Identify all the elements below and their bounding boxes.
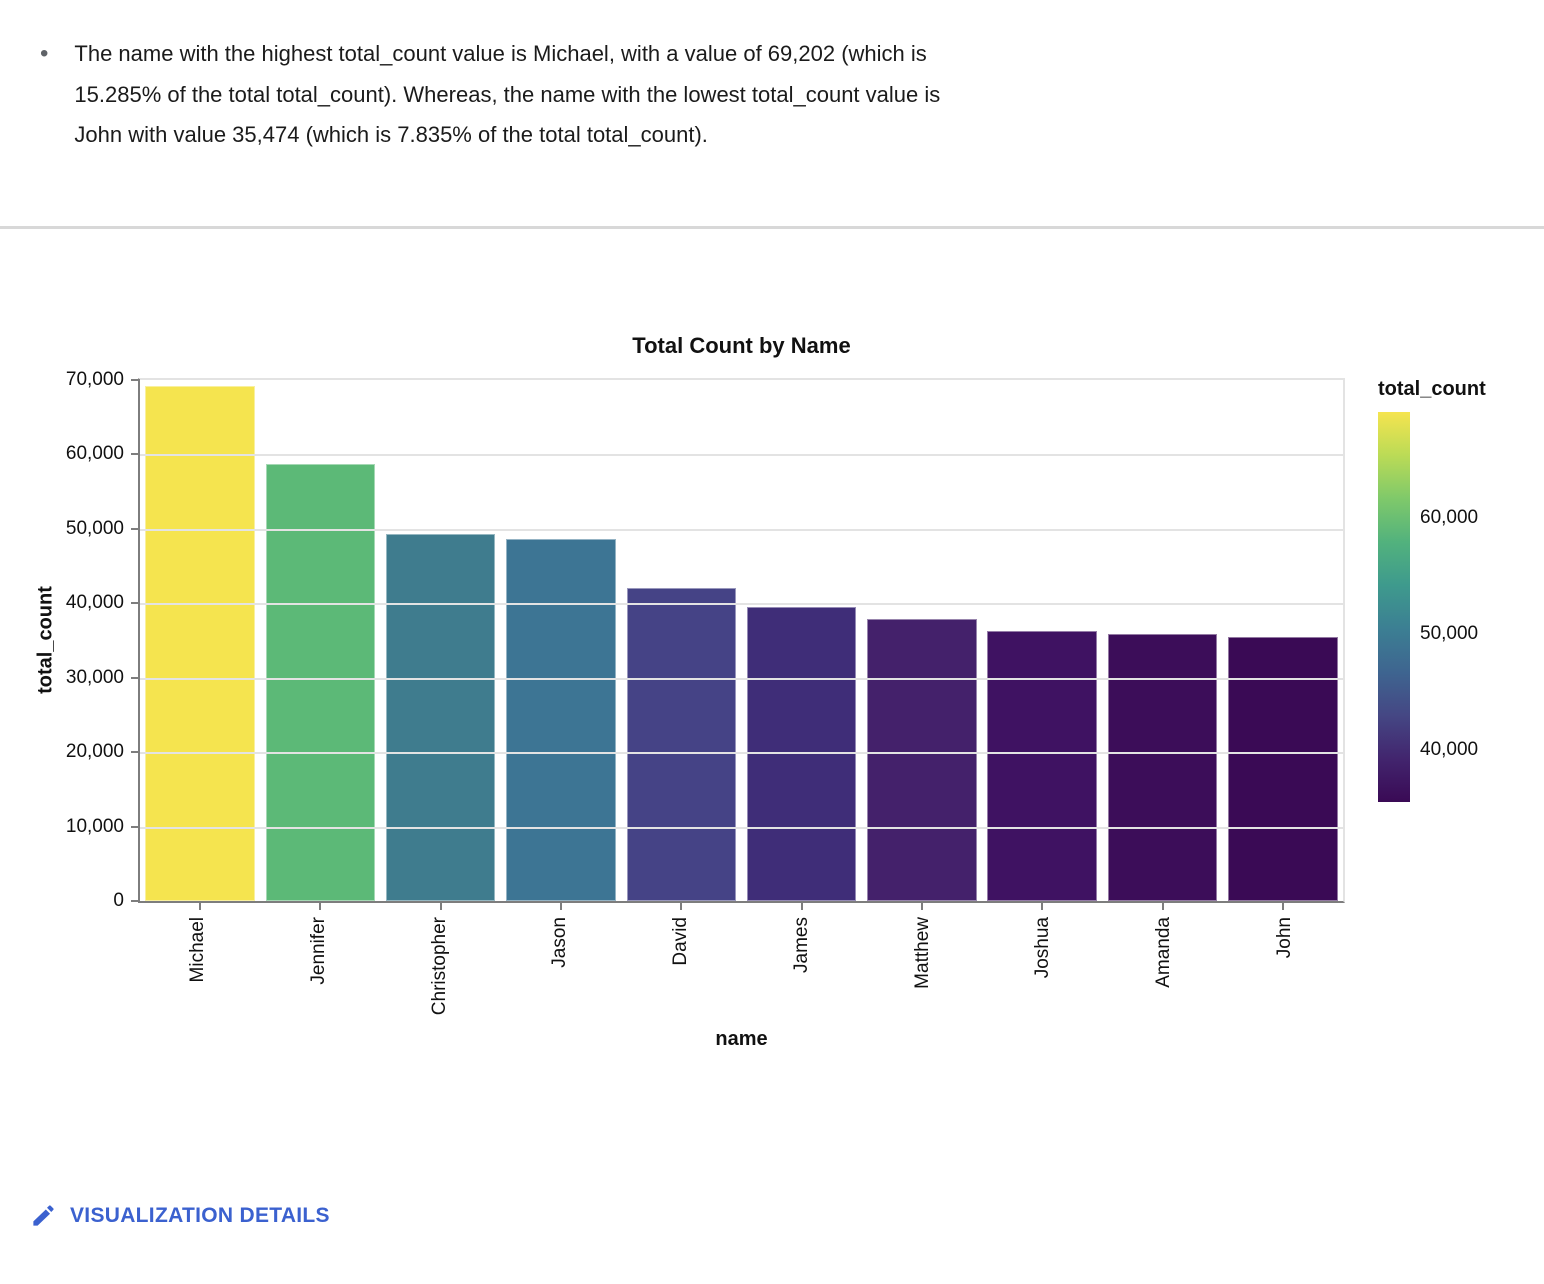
- bar-slot: [862, 380, 982, 901]
- x-tick-mark: [1041, 901, 1044, 910]
- insight-text: The name with the highest total_count va…: [74, 41, 941, 147]
- x-tick-label: Joshua: [1032, 917, 1054, 979]
- gridline: [140, 752, 1343, 755]
- y-tick-mark: [131, 825, 140, 828]
- y-tick-mark: [131, 379, 140, 381]
- y-tick-label: 50,000: [65, 517, 124, 539]
- bar-jason[interactable]: [506, 538, 616, 901]
- x-tick-label: Jason: [549, 917, 571, 968]
- bar-david[interactable]: [626, 587, 737, 901]
- y-tick-label: 30,000: [65, 666, 124, 688]
- legend-tick-label: 50,000: [1420, 623, 1479, 645]
- y-tick-label: 20,000: [65, 741, 124, 763]
- gridline: [140, 677, 1343, 680]
- legend-gradient: [1378, 412, 1410, 802]
- bar-slot: [1102, 380, 1222, 901]
- bar-joshua[interactable]: [987, 631, 1097, 901]
- bar-slot: [501, 380, 621, 901]
- y-axis-title: total_count: [34, 586, 57, 694]
- y-tick-label: 10,000: [65, 815, 124, 837]
- bar-slot: [982, 380, 1102, 901]
- y-tick-mark: [131, 751, 140, 754]
- x-tick-label: David: [670, 917, 692, 966]
- x-tick-label: Christopher: [428, 917, 450, 1016]
- gridline: [140, 826, 1343, 829]
- chart-title: Total Count by Name: [632, 333, 851, 358]
- bullet-marker: •: [40, 40, 49, 67]
- y-tick-label: 60,000: [65, 443, 124, 465]
- legend-title: total_count: [1378, 378, 1486, 400]
- bar-james[interactable]: [746, 607, 857, 901]
- bar-matthew[interactable]: [867, 618, 977, 901]
- bar-slot: [260, 380, 380, 901]
- bar-christopher[interactable]: [386, 534, 496, 901]
- x-tick-label: Jennifer: [308, 917, 330, 985]
- x-tick-label: James: [790, 917, 812, 973]
- x-tick-label: John: [1273, 917, 1295, 959]
- bar-john[interactable]: [1228, 636, 1338, 901]
- x-tick-mark: [1281, 901, 1284, 910]
- x-tick-label: Michael: [187, 917, 209, 983]
- x-axis-title: name: [715, 1028, 768, 1050]
- y-tick-mark: [131, 602, 140, 605]
- bar-slot: [140, 380, 260, 901]
- y-tick-mark: [131, 900, 140, 902]
- y-tick-label: 70,000: [65, 369, 124, 390]
- bar-michael[interactable]: [145, 385, 255, 901]
- legend-tick-label: 40,000: [1420, 738, 1479, 760]
- y-tick-label: 40,000: [65, 592, 124, 614]
- bar-slot: [381, 380, 501, 901]
- bar-chart: Total Count by Name total_count 0 10,000 2…: [0, 300, 1544, 1090]
- y-tick-label: 0: [113, 890, 124, 911]
- x-tick-mark: [560, 901, 563, 910]
- bar-amanda[interactable]: [1107, 634, 1218, 901]
- x-tick-mark: [1161, 901, 1164, 910]
- x-tick-mark: [800, 901, 803, 910]
- x-tick-mark: [319, 901, 322, 910]
- plot-area: 0 10,000 20,000 30,000 40,000 50,000 60,000 70,…: [66, 369, 1345, 911]
- x-tick-mark: [920, 901, 923, 910]
- y-tick-mark: [131, 453, 140, 456]
- x-tick-mark: [199, 901, 202, 910]
- x-tick-label: Matthew: [911, 917, 933, 989]
- y-tick-mark: [131, 676, 140, 679]
- legend-tick-label: 60,000: [1420, 507, 1479, 529]
- insight-bullet: • The name with the highest total_count …: [40, 34, 989, 156]
- bar-slot: [741, 380, 861, 901]
- content-divider: [0, 226, 1544, 229]
- bar-slot: [621, 380, 741, 901]
- x-tick-mark: [680, 901, 683, 910]
- gridline: [140, 454, 1343, 457]
- bars-group: [140, 380, 1343, 901]
- x-tick-mark: [439, 901, 442, 910]
- gridline: [140, 603, 1343, 606]
- visualization-details-label: VISUALIZATION DETAILS: [70, 1203, 330, 1227]
- gridline: [140, 528, 1343, 531]
- bar-slot: [1223, 380, 1343, 901]
- x-tick-label: Amanda: [1152, 917, 1174, 988]
- y-tick-mark: [131, 527, 140, 530]
- visualization-details-link[interactable]: VISUALIZATION DETAILS: [30, 1202, 330, 1229]
- edit-pencil-icon: [33, 1205, 54, 1226]
